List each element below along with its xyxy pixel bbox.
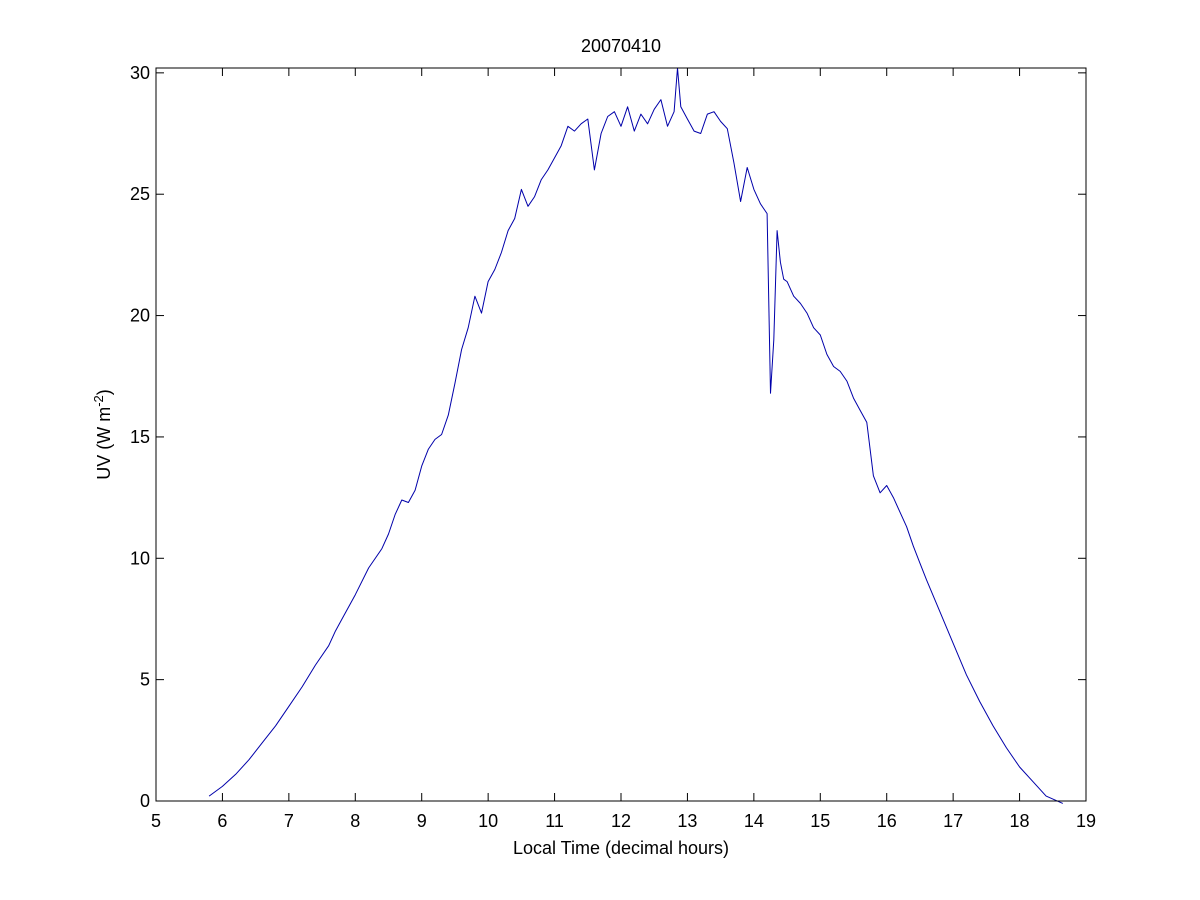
y-tick-label: 0 bbox=[140, 791, 150, 811]
x-tick-label: 9 bbox=[417, 811, 427, 831]
y-axis-label-main: UV (W m bbox=[94, 407, 114, 480]
y-axis-label: UV (W m-2) bbox=[91, 389, 114, 480]
x-tick-label: 17 bbox=[943, 811, 963, 831]
y-tick-label: 30 bbox=[130, 63, 150, 83]
chart-title: 20070410 bbox=[581, 36, 661, 56]
x-tick-label: 16 bbox=[877, 811, 897, 831]
x-tick-label: 14 bbox=[744, 811, 764, 831]
x-tick-label: 12 bbox=[611, 811, 631, 831]
x-tick-label: 18 bbox=[1010, 811, 1030, 831]
x-tick-label: 13 bbox=[677, 811, 697, 831]
x-tick-label: 6 bbox=[217, 811, 227, 831]
x-tick-label: 11 bbox=[545, 811, 564, 831]
x-tick-label: 15 bbox=[810, 811, 830, 831]
y-tick-label: 5 bbox=[140, 670, 150, 690]
x-axis-label: Local Time (decimal hours) bbox=[513, 838, 729, 858]
y-tick-label: 10 bbox=[130, 548, 150, 568]
x-tick-label: 19 bbox=[1076, 811, 1096, 831]
x-tick-label: 5 bbox=[151, 811, 161, 831]
y-tick-label: 25 bbox=[130, 184, 150, 204]
y-tick-label: 20 bbox=[130, 306, 150, 326]
x-tick-label: 10 bbox=[478, 811, 498, 831]
y-axis-label-close: ) bbox=[94, 389, 114, 395]
uv-series-line bbox=[208, 67, 1064, 804]
x-tick-label: 8 bbox=[350, 811, 360, 831]
y-tick-label: 15 bbox=[130, 427, 150, 447]
y-axis-label-exponent: -2 bbox=[91, 395, 106, 407]
x-tick-label: 7 bbox=[284, 811, 294, 831]
